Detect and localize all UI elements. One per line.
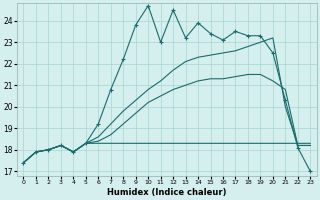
X-axis label: Humidex (Indice chaleur): Humidex (Indice chaleur) [107, 188, 227, 197]
